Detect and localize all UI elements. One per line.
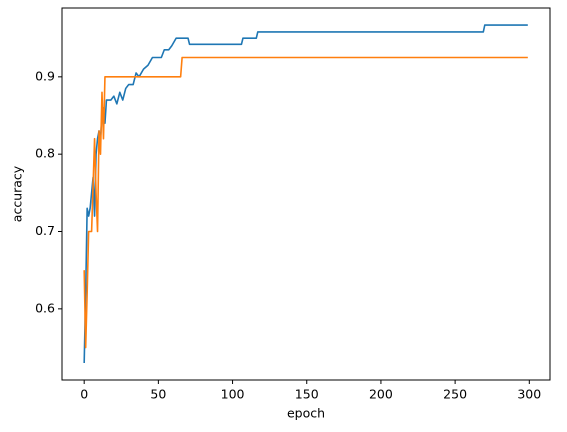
y-tick-label: 0.8 (35, 146, 55, 161)
x-tick-label: 250 (443, 387, 467, 402)
y-tick-label: 0.7 (35, 223, 55, 238)
x-tick-label: 150 (295, 387, 319, 402)
x-tick-label: 300 (517, 387, 541, 402)
y-axis-label: accuracy (10, 165, 25, 222)
axes-frame (61, 7, 551, 381)
x-tick-label: 0 (80, 387, 88, 402)
x-axis-label: epoch (287, 406, 325, 421)
x-tick-label: 100 (221, 387, 245, 402)
y-tick-label: 0.9 (35, 68, 55, 83)
line-series (83, 24, 528, 364)
x-tick-label: 200 (369, 387, 393, 402)
line-series (83, 56, 528, 349)
y-tick-label: 0.6 (35, 300, 55, 315)
x-tick-label: 50 (150, 387, 166, 402)
